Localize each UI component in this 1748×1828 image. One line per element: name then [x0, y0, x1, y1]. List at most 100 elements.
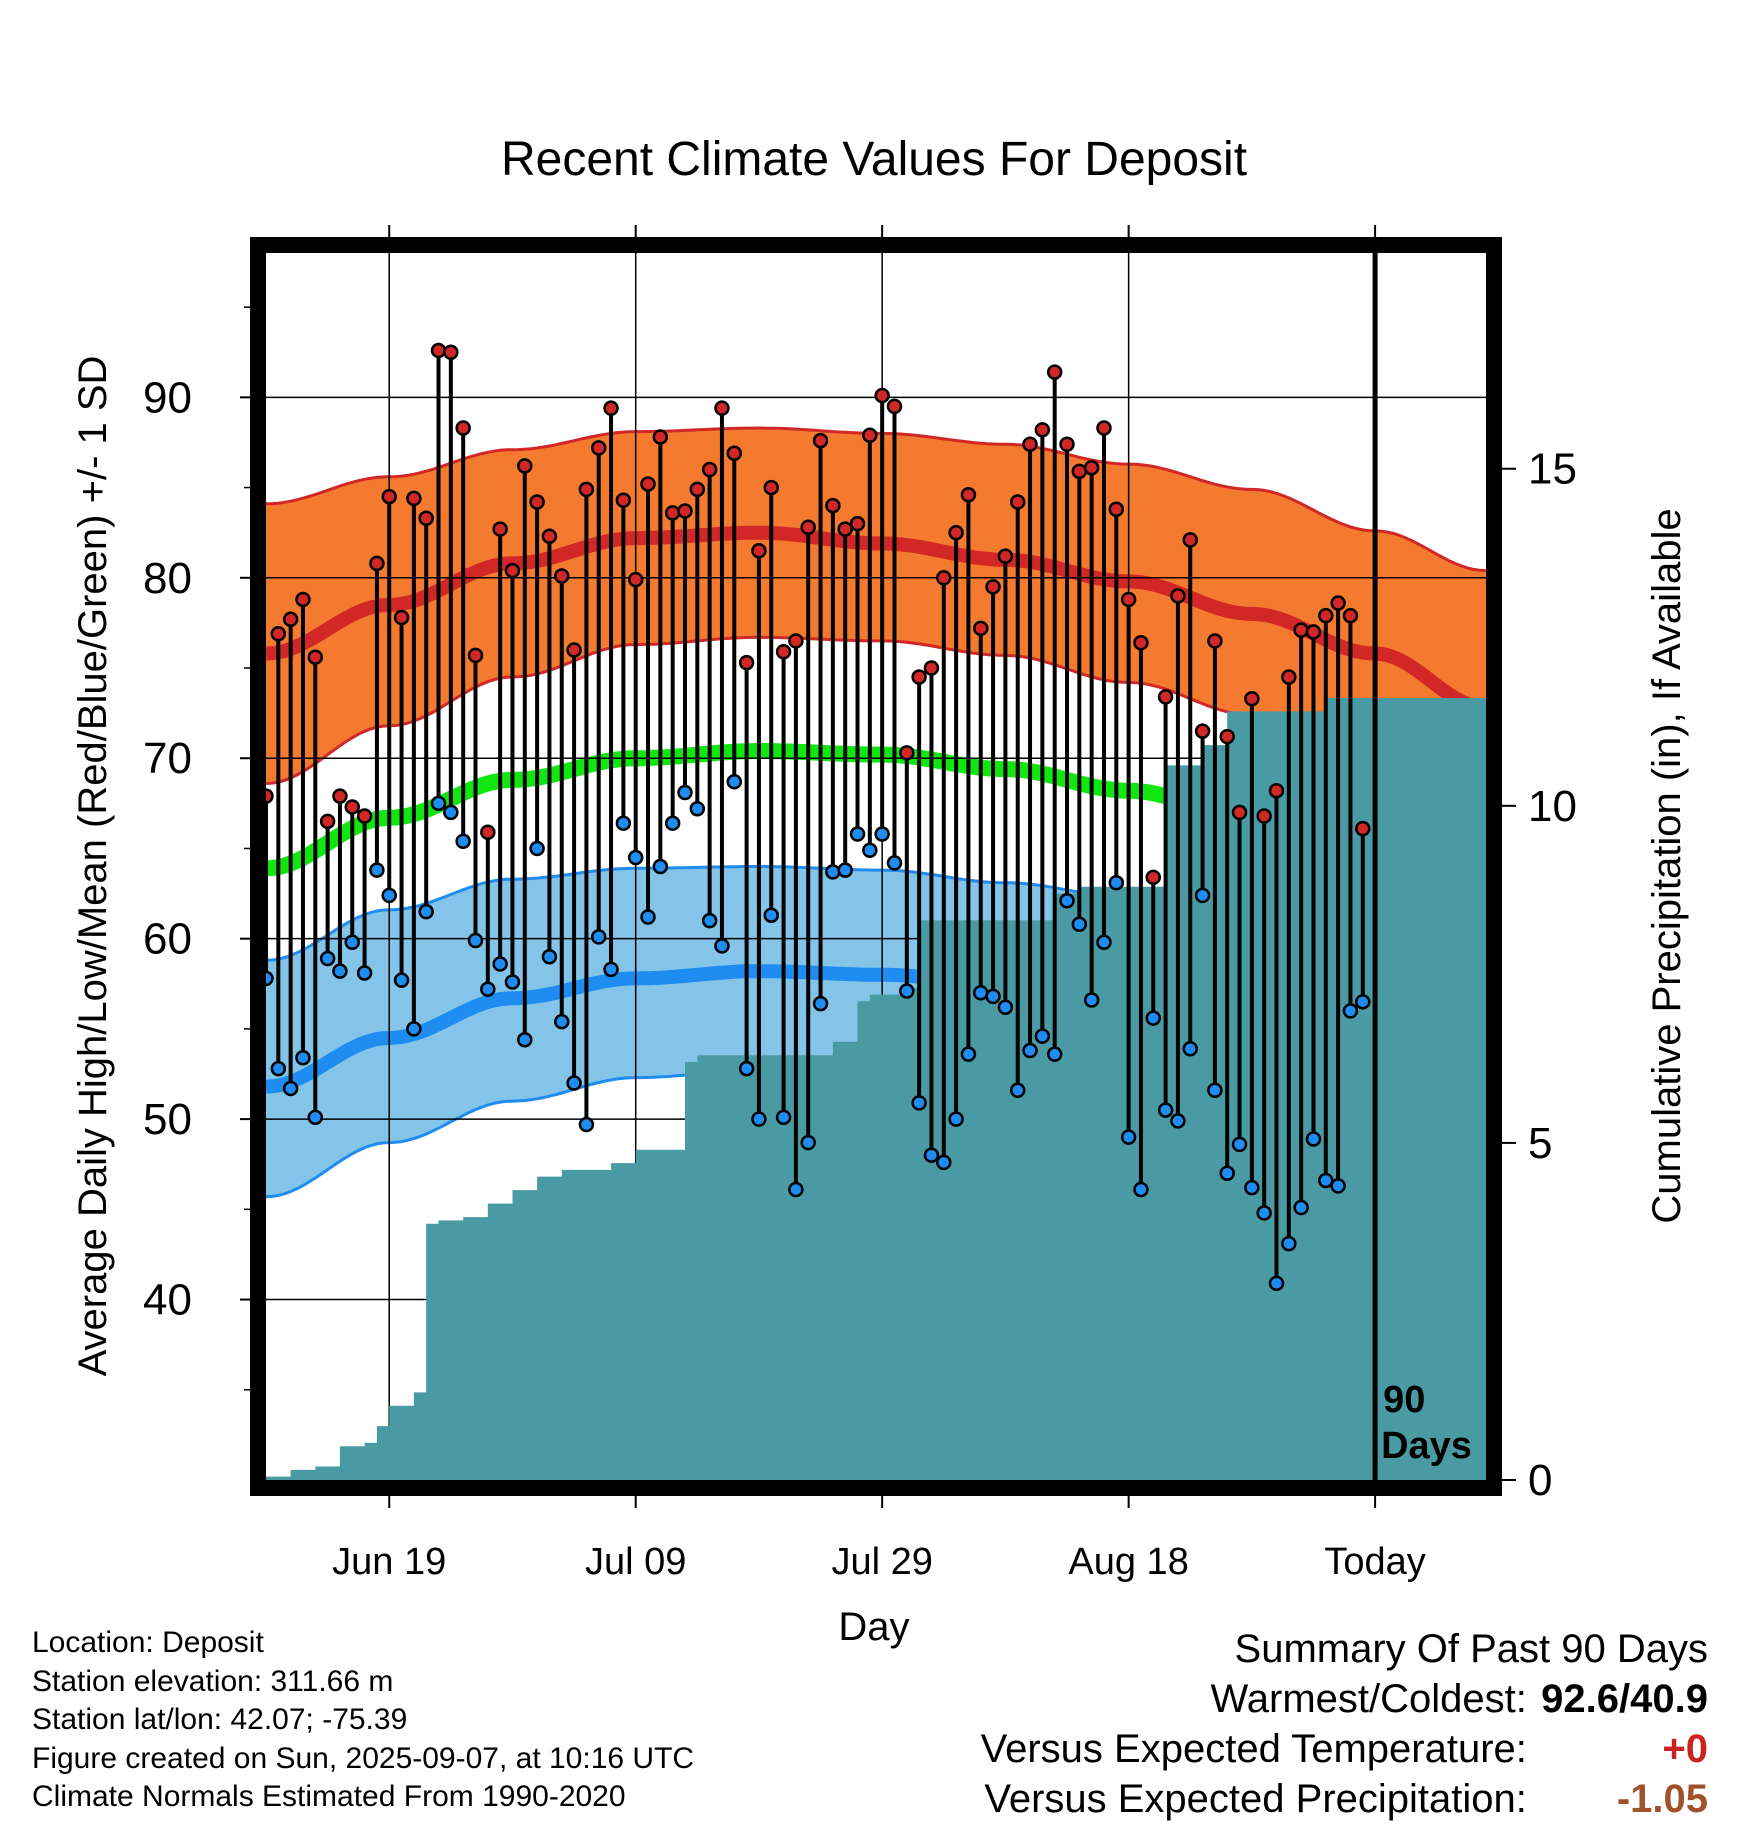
daily-high-point — [1231, 804, 1248, 821]
daily-high-point — [1355, 820, 1371, 837]
chart-title: Recent Climate Values For Deposit — [501, 133, 1247, 186]
y2-tick-label: 0 — [1528, 1456, 1552, 1505]
daily-high-point — [972, 620, 989, 637]
daily-low-point — [948, 1111, 964, 1127]
daily-high-point — [1194, 723, 1211, 739]
daily-high-point — [886, 398, 903, 415]
daily-low-point — [1194, 887, 1211, 904]
daily-range-stems — [264, 350, 1365, 1284]
daily-high-point — [381, 488, 397, 505]
daily-high-point — [282, 611, 299, 628]
station-info: Location: Deposit Station elevation: 311… — [32, 1624, 694, 1817]
daily-high-point — [1157, 689, 1174, 705]
daily-high-point — [344, 799, 361, 815]
daily-high-point — [406, 490, 422, 507]
daily-low-point — [800, 1134, 816, 1151]
y-tick-label: 50 — [143, 1095, 192, 1144]
daily-high-point — [1071, 463, 1088, 480]
daily-low-point — [738, 1060, 755, 1077]
daily-low-point — [504, 974, 521, 990]
x-tick-label: Aug 18 — [1068, 1541, 1188, 1583]
daily-low-point — [1342, 1003, 1359, 1019]
daily-high-point — [849, 515, 866, 532]
y-tick-label: 40 — [143, 1276, 192, 1325]
daily-low-point — [1034, 1028, 1051, 1044]
daily-low-point — [603, 961, 619, 978]
daily-high-point — [936, 570, 952, 586]
daily-low-point — [640, 909, 656, 925]
daily-high-point — [504, 562, 521, 579]
daily-low-point — [886, 855, 903, 871]
daily-low-point — [1059, 893, 1075, 909]
daily-low-point — [615, 815, 632, 831]
daily-low-point — [985, 988, 1001, 1005]
daily-low-point — [578, 1116, 595, 1133]
daily-high-point — [738, 654, 755, 671]
daily-high-point — [1305, 624, 1322, 640]
warm-cold-label: Warmest/Coldest: — [1210, 1677, 1527, 1721]
daily-low-point — [701, 912, 718, 929]
daily-low-point — [356, 965, 373, 981]
daily-low-point — [1256, 1205, 1272, 1221]
daily-high-point — [517, 458, 533, 474]
daily-low-point — [1133, 1181, 1149, 1198]
daily-low-point — [1182, 1040, 1198, 1057]
daily-high-point — [664, 505, 681, 521]
daily-low-point — [1330, 1178, 1346, 1194]
daily-low-point — [1120, 1129, 1137, 1145]
today-marker-label: 90 — [1383, 1379, 1425, 1421]
daily-high-point — [578, 481, 595, 498]
daily-low-point — [381, 887, 397, 904]
daily-high-point — [1244, 690, 1260, 707]
daily-high-point — [948, 524, 964, 541]
daily-low-point — [751, 1111, 767, 1127]
daily-high-point — [529, 494, 545, 510]
y-tick-label: 70 — [143, 734, 192, 783]
daily-low-point — [443, 804, 459, 821]
daily-high-point — [923, 660, 940, 676]
daily-low-point — [393, 972, 410, 988]
daily-high-point — [640, 476, 656, 492]
normals-text: Climate Normals Estimated From 1990-2020 — [32, 1780, 626, 1813]
daily-high-point — [1009, 494, 1026, 510]
daily-high-point — [1120, 591, 1137, 608]
created-text: Figure created on Sun, 2025-09-07, at 10… — [32, 1741, 695, 1775]
daily-high-point — [1108, 501, 1125, 517]
daily-low-point — [972, 985, 989, 1001]
daily-low-point — [467, 932, 484, 949]
daily-low-point — [763, 907, 780, 923]
daily-low-point — [775, 1109, 792, 1126]
daily-low-point — [997, 999, 1014, 1015]
daily-high-point — [677, 503, 693, 519]
daily-low-point — [936, 1154, 952, 1171]
daily-low-point — [590, 929, 607, 945]
daily-low-point — [1083, 992, 1100, 1008]
y-tick-label: 60 — [143, 915, 192, 964]
daily-high-point — [1293, 622, 1309, 638]
daily-low-point — [1009, 1082, 1026, 1098]
normal-high-line — [265, 525, 1487, 715]
daily-high-point — [714, 400, 730, 416]
y2-tick-label: 10 — [1528, 782, 1577, 831]
daily-high-point — [443, 344, 459, 360]
daily-low-point — [849, 826, 866, 842]
daily-high-point — [1170, 588, 1186, 604]
daily-low-point — [689, 801, 706, 817]
y-tick-label: 80 — [143, 554, 192, 603]
daily-high-point — [874, 387, 890, 404]
daily-high-point — [1046, 364, 1063, 380]
daily-low-point — [1293, 1199, 1309, 1216]
daily-low-point — [554, 1013, 570, 1030]
temp-vs-row: Versus Expected Temperature: +0 — [981, 1724, 1708, 1774]
x-tick-label: Jun 19 — [332, 1541, 446, 1583]
daily-low-point — [923, 1147, 940, 1163]
daily-high-point — [541, 528, 558, 545]
daily-high-point — [480, 824, 496, 840]
latlon-text: Station lat/lon: 42.07; -75.39 — [32, 1703, 408, 1736]
daily-low-point — [455, 833, 471, 849]
daily-low-point — [874, 826, 890, 842]
x-tick-label: Jul 09 — [585, 1541, 686, 1583]
y-tick-label: 90 — [143, 373, 192, 422]
daily-low-point — [517, 1031, 533, 1048]
